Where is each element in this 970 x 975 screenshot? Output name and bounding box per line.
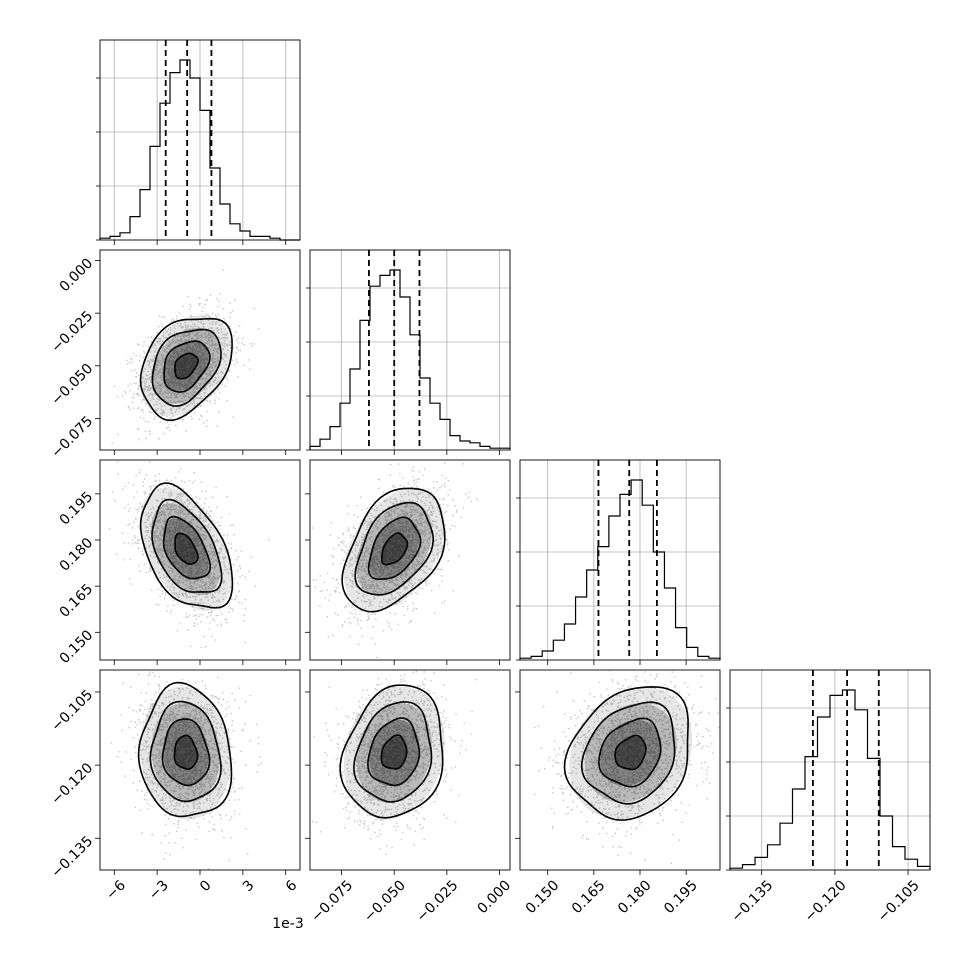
contour-line-2 — [149, 700, 222, 803]
y-tick-label: 0.150 — [57, 627, 97, 667]
density-fill — [140, 315, 232, 417]
panel-frame — [729, 669, 931, 871]
x-tick-label: −0.105 — [875, 877, 923, 925]
hist-panel-0 — [96, 40, 300, 241]
contour-line-3 — [139, 317, 233, 422]
density-fill — [174, 353, 198, 379]
density-fill — [151, 327, 220, 404]
density-fill — [356, 503, 433, 596]
density-fill — [569, 686, 693, 820]
x-tick-label: 0.165 — [569, 877, 609, 917]
y-tick-label: −0.050 — [48, 361, 96, 409]
x-tick-label: 0.150 — [523, 877, 563, 917]
hist-panel-1 — [306, 250, 511, 451]
y-tick-label: 0.195 — [57, 489, 97, 529]
x-tick-label: 0 — [197, 877, 215, 895]
hist-steps-1 — [309, 269, 511, 450]
panel-content — [110, 670, 262, 870]
x-tick-label: 0.195 — [661, 877, 701, 917]
panel-content — [111, 269, 260, 444]
density-fill — [174, 736, 198, 770]
contour-line-1 — [162, 515, 212, 580]
hist-steps-3 — [729, 689, 931, 870]
contour-line-3 — [137, 681, 233, 818]
contour-line-0 — [614, 734, 647, 771]
density-fill — [368, 518, 420, 580]
hist-steps-0 — [99, 59, 300, 241]
contour-line-2 — [151, 498, 223, 593]
panel-content — [311, 462, 478, 659]
density-fill — [615, 736, 647, 770]
y-tick-label: −0.120 — [48, 760, 96, 808]
scatter-panel-0-2 — [108, 461, 270, 660]
density-fill — [162, 719, 209, 787]
panel-content — [108, 461, 270, 660]
x-tick-label: 3 — [240, 877, 258, 895]
contour-line-1 — [161, 718, 211, 787]
x-tick-label: −0.120 — [802, 877, 850, 925]
y-tick-label: −0.025 — [48, 308, 96, 356]
contour-line-1 — [367, 717, 421, 787]
scatter-points — [311, 462, 478, 659]
contour-line-2 — [581, 701, 676, 805]
density-fill — [368, 719, 420, 786]
scatter-panel-0-3 — [110, 670, 262, 870]
density-fill — [600, 719, 662, 787]
x-tick-label: −0.050 — [361, 877, 409, 925]
contour-line-2 — [151, 328, 222, 407]
y-tick-label: −0.105 — [48, 687, 96, 735]
x-tick-label: 0.000 — [475, 877, 515, 917]
density-fill — [343, 487, 445, 611]
panel-frame — [519, 669, 721, 871]
x-tick-label: −0.135 — [728, 877, 776, 925]
panel-frame — [309, 669, 511, 871]
panel-frame — [309, 459, 511, 661]
scatter-panel-0-1 — [111, 269, 260, 444]
contour-line-3 — [341, 487, 446, 613]
contour-line-0 — [380, 734, 408, 770]
contour-line-1 — [598, 717, 662, 788]
x-tick-label: −3 — [146, 877, 172, 903]
panel-content — [311, 670, 477, 855]
scatter-points — [533, 670, 720, 865]
x-tick-label: 0.180 — [615, 877, 655, 917]
scatter-panel-2-3 — [533, 670, 720, 865]
contour-line-2 — [354, 501, 435, 596]
x-tick-label: −6 — [103, 877, 129, 903]
y-tick-label: 0.180 — [57, 535, 97, 575]
contour-line-0 — [174, 532, 199, 565]
x-tick-label: −0.075 — [308, 877, 356, 925]
panel-frame — [519, 459, 721, 661]
contour-line-3 — [339, 684, 444, 819]
panel-content — [533, 670, 720, 865]
hist-steps-2 — [519, 479, 721, 660]
y-tick-label: 0.165 — [57, 581, 97, 621]
density-fill — [381, 533, 407, 565]
x-tick-label: −0.025 — [414, 877, 462, 925]
contour-line-0 — [174, 352, 199, 380]
y-tick-label: −0.075 — [48, 413, 96, 461]
y-tick-label: −0.135 — [48, 833, 96, 881]
contour-line-3 — [139, 482, 234, 609]
contour-line-0 — [173, 734, 199, 770]
contour-line-1 — [163, 340, 211, 393]
hist-panel-3 — [726, 670, 931, 871]
contour-line-2 — [353, 701, 433, 803]
panel-frame — [309, 249, 511, 451]
density-fill — [381, 736, 407, 770]
density-fill — [162, 340, 209, 391]
scatter-panel-1-3 — [311, 670, 477, 855]
contour-line-1 — [367, 516, 422, 581]
contour-line-0 — [380, 532, 409, 566]
hist-panel-2 — [516, 460, 721, 661]
y-tick-label: 0.000 — [57, 256, 97, 296]
x-tick-label: 6 — [283, 877, 301, 895]
contour-line-3 — [563, 686, 689, 821]
scatter-panel-1-2 — [311, 462, 478, 659]
x-axis-exponent-label: 1e-3 — [272, 916, 303, 932]
